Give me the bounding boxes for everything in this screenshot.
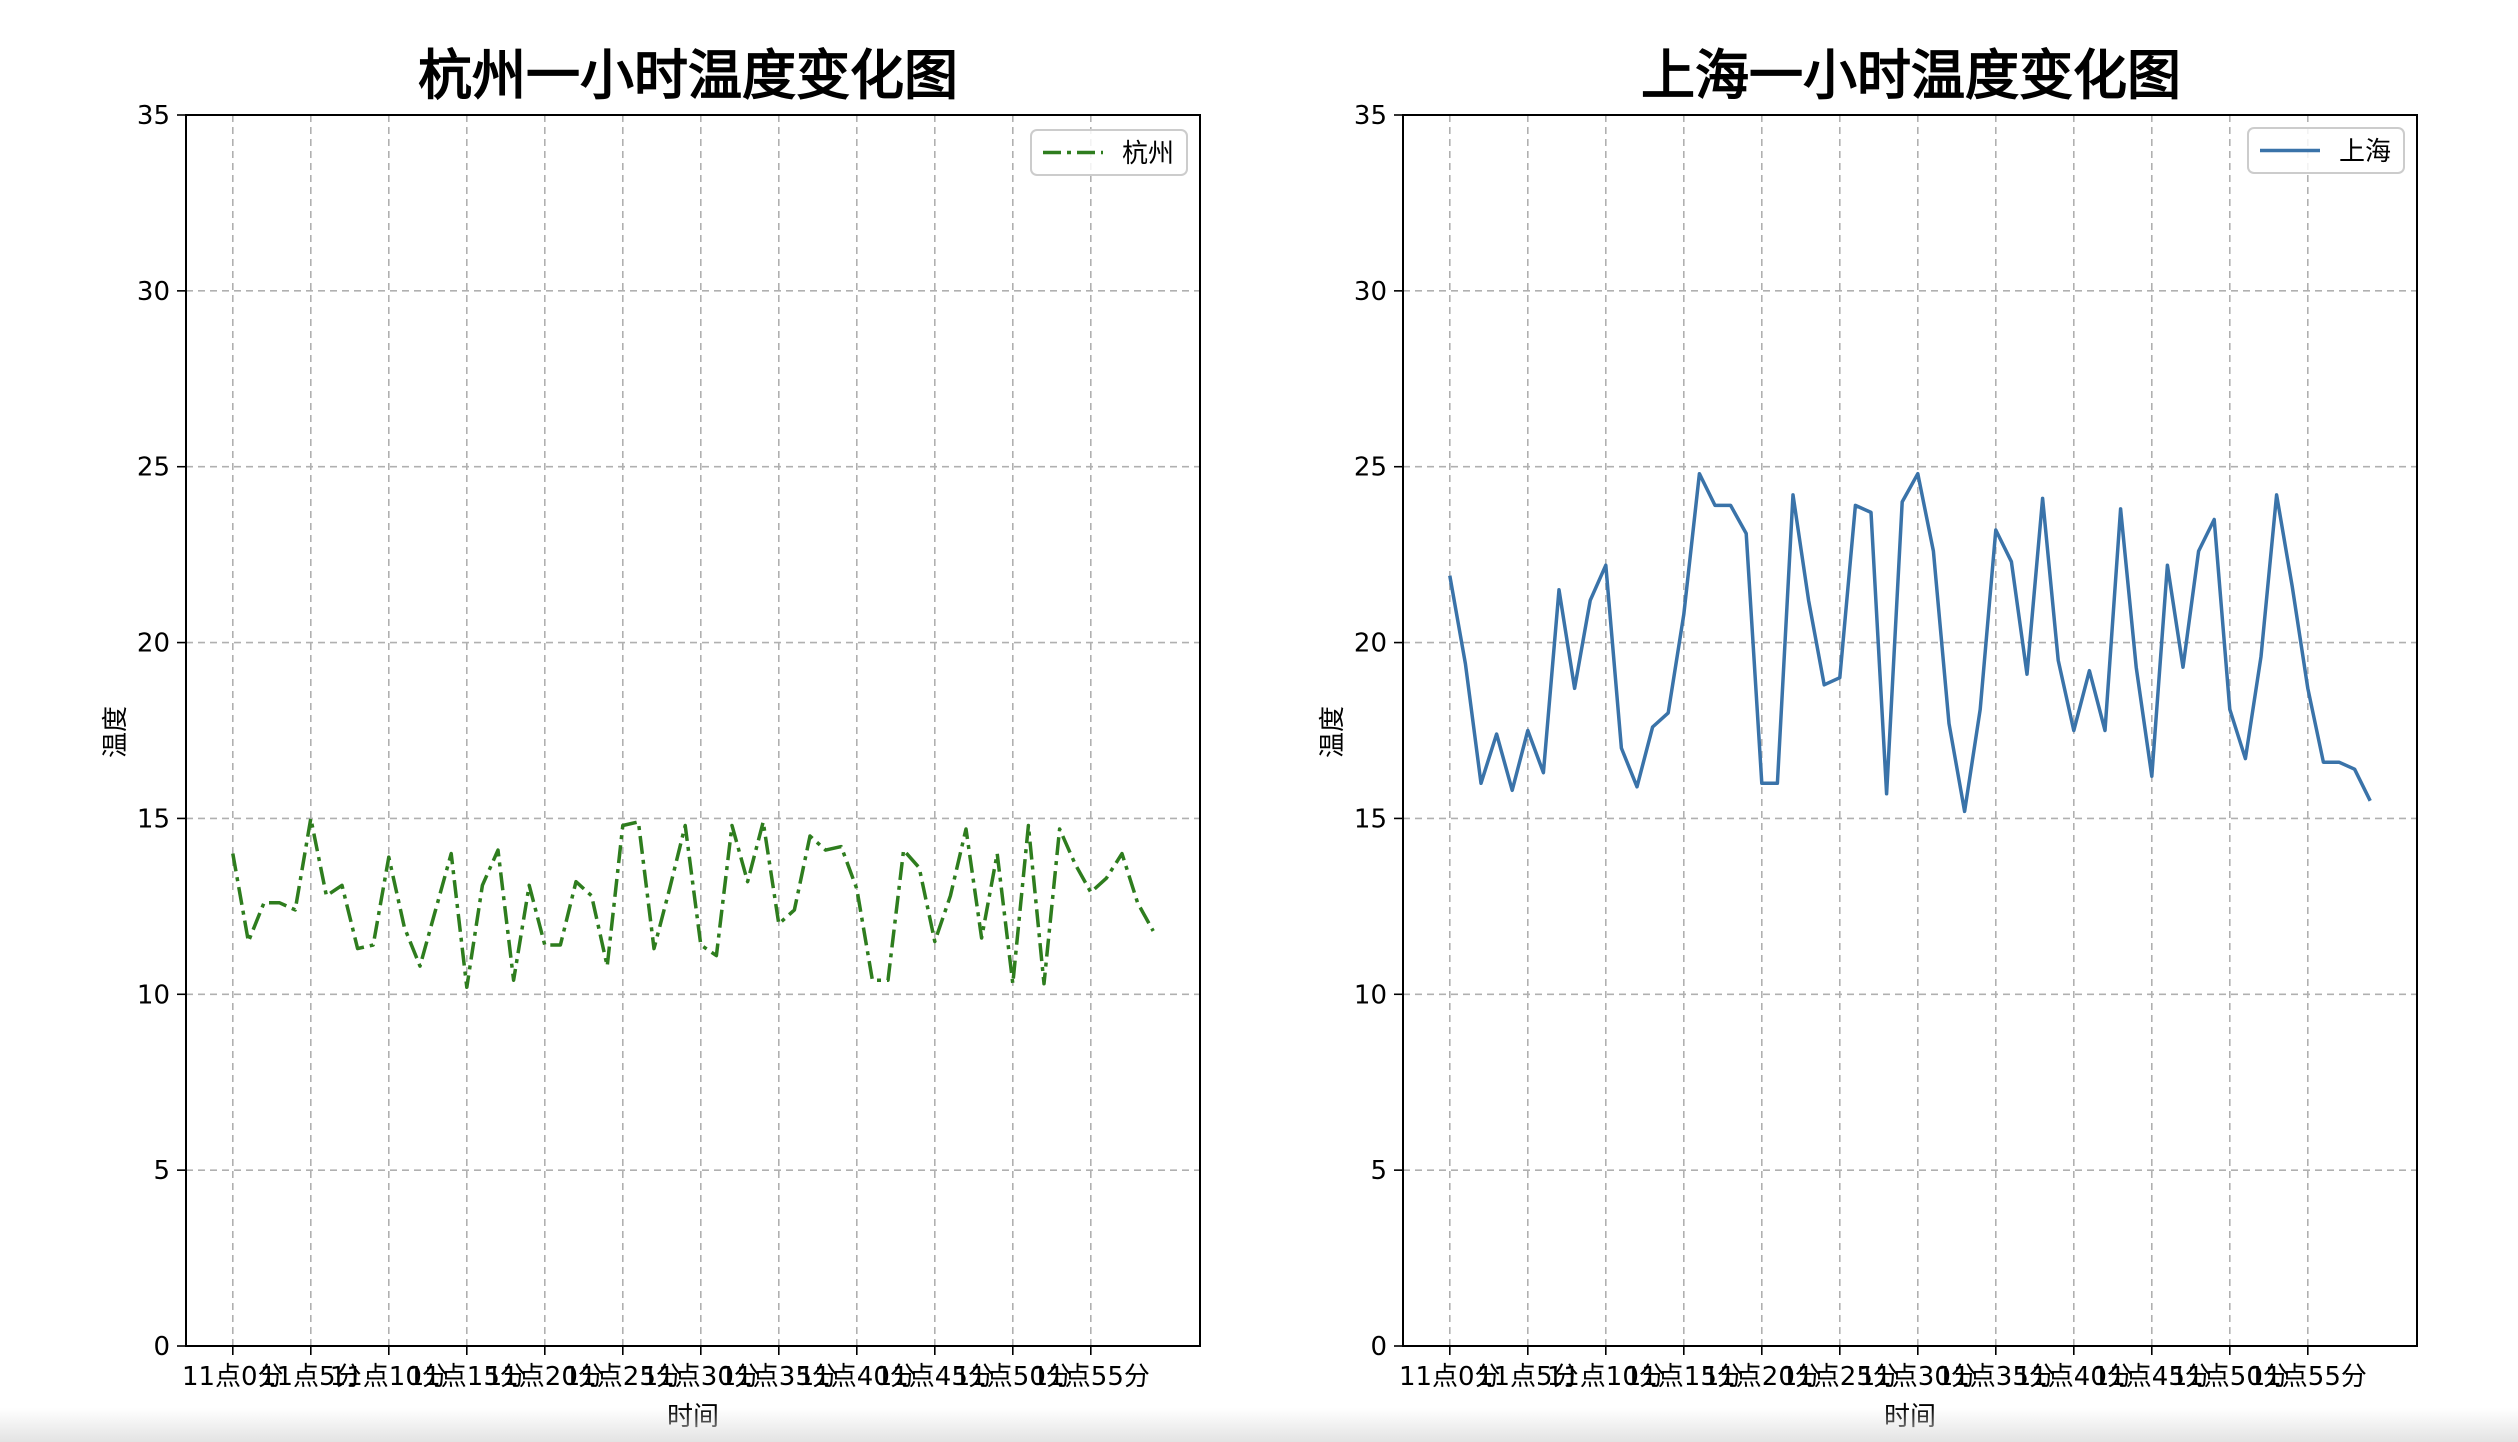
x-tick-label: 11点5分: [1477, 1362, 1579, 1392]
x-tick-label: 11点0分: [182, 1362, 284, 1392]
chart-shanghai: 上海一小时温度变化图 0 5 10 15 20 25 30 35 11点0分11点5分11点10…: [1318, 44, 2418, 1432]
axes-frame: [1402, 114, 2418, 1347]
x-tick-label: 11点15分: [408, 1362, 526, 1392]
chart-title: 上海一小时温度变化图: [1641, 44, 2181, 107]
y-tick-label: 20: [137, 629, 170, 659]
grid-lines: [186, 115, 1200, 1346]
x-tick-label: 11点40分: [798, 1362, 916, 1392]
x-tick-label: 11点0分: [1399, 1362, 1501, 1392]
y-tick-label: 10: [137, 980, 170, 1010]
y-tick-label: 30: [137, 277, 170, 307]
legend: 上海: [2247, 127, 2405, 174]
x-tick-label: 11点20分: [486, 1362, 604, 1392]
x-tick-label: 11点10分: [1547, 1362, 1665, 1392]
legend: 杭州: [1030, 129, 1188, 176]
axes-frame: [185, 114, 1201, 1347]
y-axis-label: 温度: [101, 706, 131, 758]
chart-hangzhou: 杭州一小时温度变化图 0 5 10 15 20 25 30 35 11点0分11点5分11点10…: [101, 44, 1201, 1432]
x-tick-label: 11点45分: [2093, 1362, 2211, 1392]
x-tick-label: 11点25分: [564, 1362, 682, 1392]
x-tick-label: 11点25分: [1781, 1362, 1899, 1392]
x-tick-label: 11点30分: [642, 1362, 760, 1392]
y-tick-label: 5: [1370, 1156, 1387, 1186]
y-tick-label: 15: [1354, 804, 1387, 834]
y-tick-label: 30: [1354, 277, 1387, 307]
y-tick-label: 5: [153, 1156, 170, 1186]
x-tick-label: 11点45分: [876, 1362, 994, 1392]
series-line: [1448, 471, 2372, 814]
plot-area: [1448, 471, 2372, 814]
x-tick-label: 11点35分: [720, 1362, 838, 1392]
x-tick-label: 11点35分: [1937, 1362, 2055, 1392]
legend-label: 上海: [2339, 137, 2391, 167]
y-tick-label: 0: [1370, 1332, 1387, 1362]
x-tick-label: 11点30分: [1859, 1362, 1977, 1392]
axis-ticks: 0510152025303511点0分11点5分11点10分11点15分11点2…: [137, 101, 1150, 1392]
y-tick-label: 35: [1354, 101, 1387, 131]
y-tick-label: 20: [1354, 629, 1387, 659]
x-tick-label: 11点10分: [330, 1362, 448, 1392]
x-tick-label: 11点50分: [2171, 1362, 2289, 1392]
y-tick-label: 35: [137, 101, 170, 131]
bottom-fade-shadow: [0, 1408, 2518, 1442]
legend-box: [2247, 127, 2405, 174]
x-tick-label: 11点50分: [954, 1362, 1072, 1392]
x-tick-label: 11点55分: [1032, 1362, 1150, 1392]
x-tick-label: 11点40分: [2015, 1362, 2133, 1392]
legend-box: [1030, 129, 1188, 176]
y-tick-label: 15: [137, 804, 170, 834]
x-tick-label: 11点15分: [1625, 1362, 1743, 1392]
legend-label: 杭州: [1122, 139, 1174, 169]
chart-title: 杭州一小时温度变化图: [418, 44, 958, 107]
y-axis-label: 温度: [1318, 706, 1348, 758]
y-tick-label: 10: [1354, 980, 1387, 1010]
x-tick-label: 11点55分: [2249, 1362, 2367, 1392]
grid-lines: [1403, 115, 2417, 1346]
x-tick-label: 11点5分: [260, 1362, 362, 1392]
x-tick-label: 11点20分: [1703, 1362, 1821, 1392]
axis-ticks: 0510152025303511点0分11点5分11点10分11点15分11点2…: [1354, 101, 2367, 1392]
y-tick-label: 0: [153, 1332, 170, 1362]
y-tick-label: 25: [1354, 453, 1387, 483]
y-tick-label: 25: [137, 453, 170, 483]
